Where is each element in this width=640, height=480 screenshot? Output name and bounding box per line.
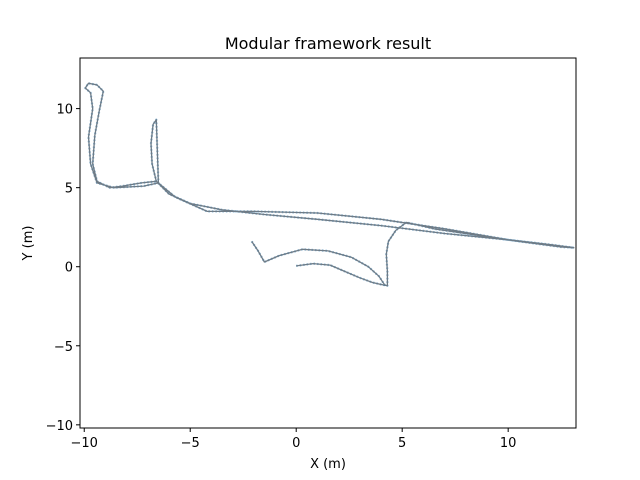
trajectory-line (84, 82, 575, 287)
axes-frame (79, 57, 577, 429)
x-axis-label: X (m) (310, 457, 346, 472)
y-tick-label: −5 (54, 340, 73, 355)
x-tick-label: −10 (71, 436, 98, 451)
trajectory-line (251, 241, 386, 287)
x-axis-ticks: −10 −5 0 5 10 (71, 428, 517, 451)
y-axis-ticks: −10 −5 0 5 10 (46, 103, 80, 434)
x-tick-label: 0 (292, 436, 300, 451)
y-tick-label: 10 (56, 103, 73, 118)
chart-title: Modular framework result (225, 34, 431, 53)
y-tick-label: 0 (65, 261, 73, 276)
series-layer (84, 82, 576, 287)
x-tick-label: 5 (398, 436, 406, 451)
x-tick-label: 10 (500, 436, 517, 451)
plot-area (79, 57, 577, 429)
y-tick-label: 5 (65, 182, 73, 197)
x-tick-label: −5 (181, 436, 200, 451)
y-axis-label: Y (m) (21, 226, 36, 262)
y-tick-label: −10 (46, 419, 73, 434)
